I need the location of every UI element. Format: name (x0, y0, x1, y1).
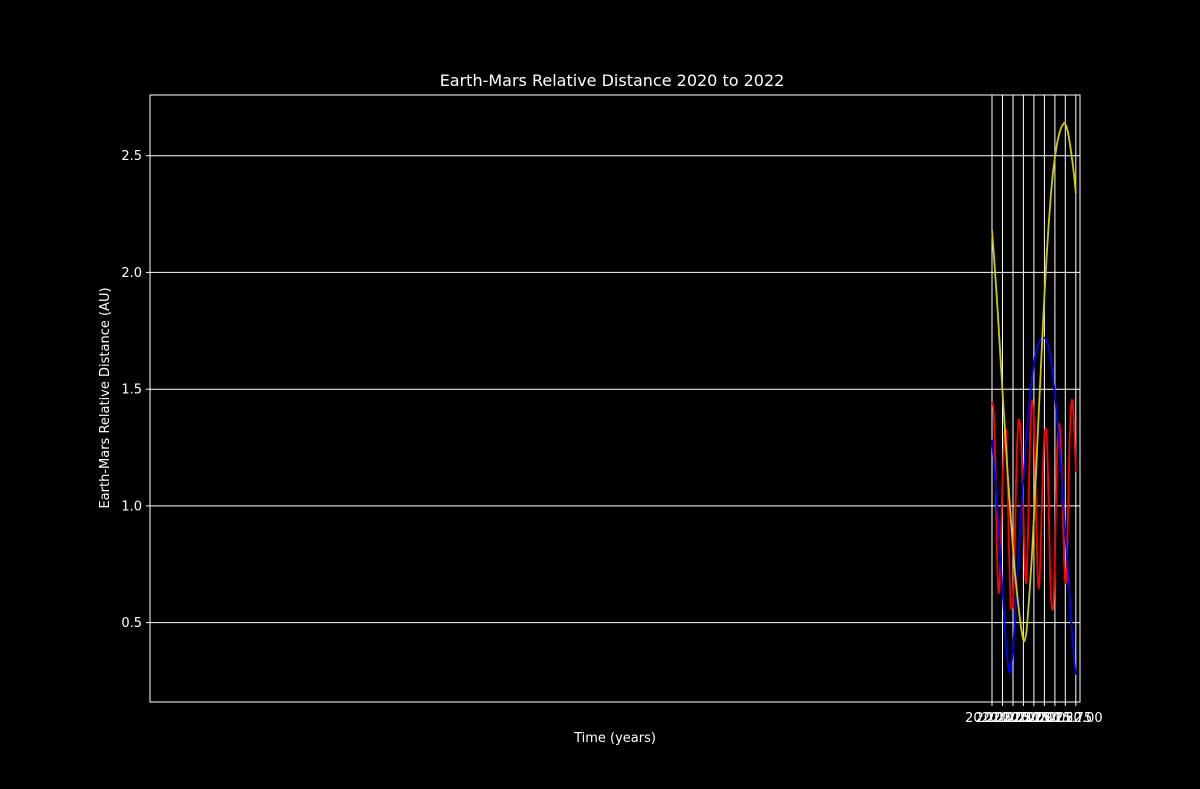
x-tick-label: 2021.50 (1028, 711, 1082, 726)
x-tick-label: 2022.00 (1049, 711, 1103, 726)
x-tick-label: 2020.25 (976, 711, 1030, 726)
x-tick-label: 2020.50 (986, 711, 1040, 726)
plot-frame (149, 94, 1081, 703)
x-tick-label: 2020.75 (997, 711, 1051, 726)
x-tick-label: 2021.25 (1018, 711, 1072, 726)
series-line-blue (991, 336, 1077, 675)
y-tick-label: 1.0 (121, 499, 142, 514)
y-axis-label: Earth-Mars Relative Distance (AU) (98, 287, 113, 508)
y-tick-label: 1.5 (121, 383, 142, 398)
x-axis-label: Time (years) (573, 731, 656, 746)
grid (150, 95, 1080, 702)
y-tick-label: 2.0 (121, 266, 142, 281)
y-tick-label: 0.5 (121, 616, 142, 631)
y-tick-label: 2.5 (121, 149, 142, 164)
x-tick-label: 2021.75 (1038, 711, 1092, 726)
chart-title: Earth-Mars Relative Distance 2020 to 202… (440, 71, 785, 90)
x-tick-label: 2020.00 (965, 711, 1019, 726)
series-group (991, 122, 1077, 675)
series-line-yellow (991, 122, 1077, 643)
ticks: 2020.002020.252020.502020.752021.002021.… (121, 149, 1102, 726)
x-tick-label: 2021.00 (1007, 711, 1061, 726)
